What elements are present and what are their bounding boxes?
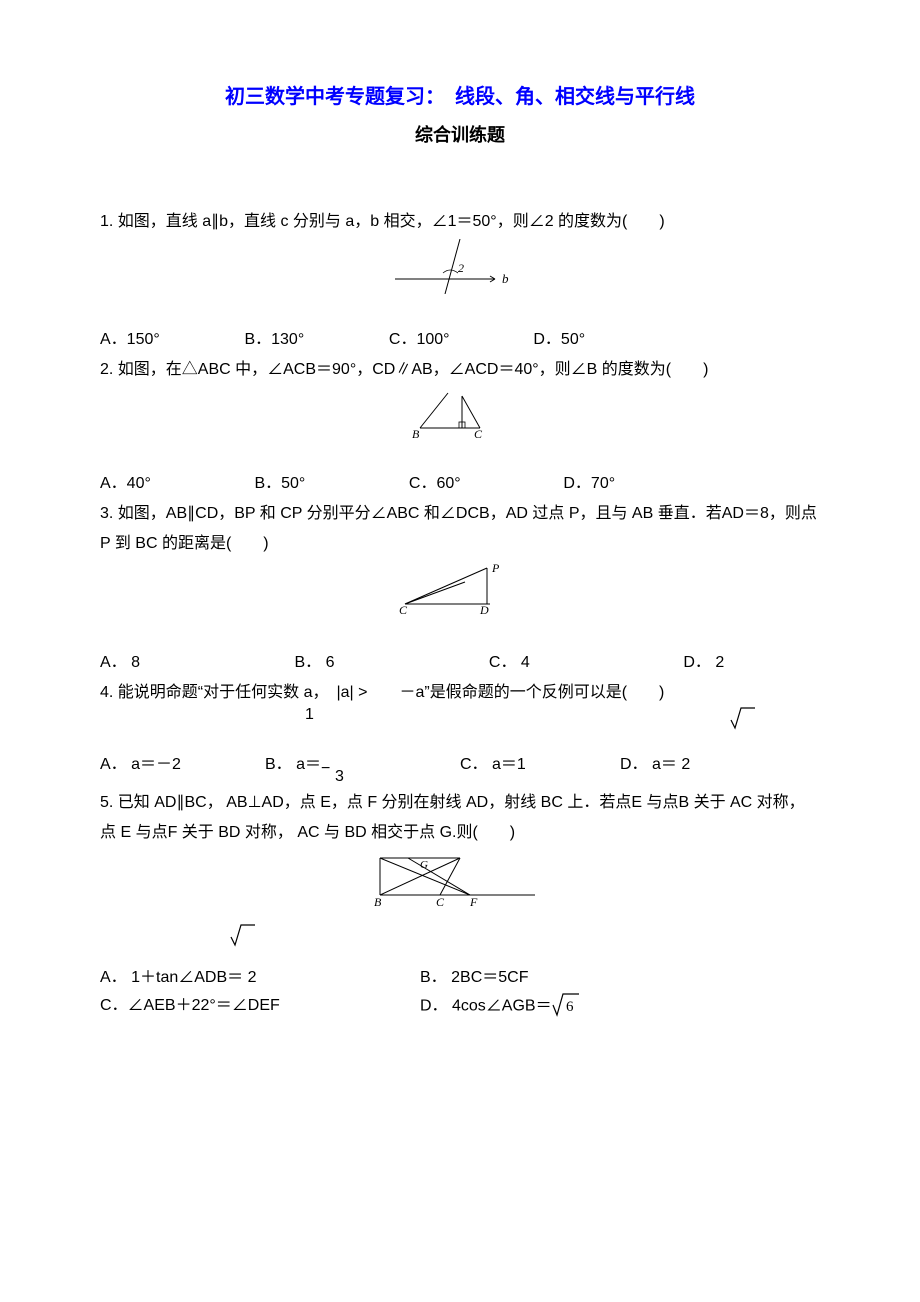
- q3-fig-label-C: C: [399, 603, 408, 617]
- title-main: 初三数学中考专题复习： 线段、角、相交线与平行线: [100, 80, 820, 109]
- title-sub: 综合训练题: [100, 121, 820, 147]
- q2-fig-label-B: B: [412, 427, 420, 438]
- sqrt-icon: [230, 923, 256, 947]
- q2-fig-label-C: C: [474, 427, 483, 438]
- q5-figure: B C F G: [100, 850, 820, 915]
- q2-optD: D．70°: [563, 469, 713, 493]
- sqrt-icon: [730, 706, 756, 730]
- q3-optB: B． 6: [294, 648, 484, 672]
- q2-figure: B C: [100, 388, 820, 443]
- sqrt-icon: 6: [552, 991, 580, 1017]
- q1-text: 1. 如图，直线 a∥b，直线 c 分别与 a，b 相交，∠1＝50°，则∠2 …: [100, 207, 820, 237]
- q5-fig-label-F: F: [469, 895, 478, 909]
- q5-optD-pre: D． 4cos∠AGB＝: [420, 998, 552, 1015]
- q1-fig-label-2: 2: [458, 261, 464, 275]
- q3-optA: A． 8: [100, 648, 290, 672]
- q5-fig-label-G: G: [420, 859, 428, 871]
- q5-optC: C．∠AEB＋22°＝∠DEF: [100, 991, 280, 1015]
- q3-optD: D． 2: [683, 648, 803, 672]
- q5-optA-sqrt-body: 2: [248, 969, 257, 986]
- q3-fig-label-D: D: [479, 603, 489, 617]
- q1-options: A．150° B．130° C．100° D．50°: [100, 325, 820, 349]
- q5-text: 5. 已知 AD∥BC， AB⊥AD，点 E，点 F 分别在射线 AD，射线 B…: [100, 788, 820, 849]
- q1-figure: 2 b: [100, 239, 820, 299]
- q4-optD-pre: D． a＝: [620, 756, 681, 773]
- q4-optB-pre: B． a＝: [265, 756, 321, 773]
- q4-float-1: 1: [305, 706, 314, 724]
- q5-optD: D． 4cos∠AGB＝ 6: [420, 991, 580, 1022]
- q1-optD: D．50°: [533, 325, 673, 349]
- q3-figure: C D P: [100, 562, 820, 622]
- q3-optC: C． 4: [489, 648, 679, 672]
- q1-optA: A．150°: [100, 325, 240, 349]
- q3-options: A． 8 B． 6 C． 4 D． 2: [100, 648, 820, 672]
- q5-optB: B． 2BC＝5CF: [420, 963, 528, 987]
- q4-float-sqrt-top: [730, 706, 756, 735]
- q1-optB: B．130°: [244, 325, 384, 349]
- q5-optD-sqrt-body: 6: [566, 999, 574, 1015]
- q4-optB: B． a＝−: [265, 750, 330, 774]
- q4-optB-den: 3: [335, 768, 344, 786]
- q2-optC: C．60°: [409, 469, 559, 493]
- q2-options: A．40° B．50° C．60° D．70°: [100, 469, 820, 493]
- q5-optA-pre: A． 1＋tan∠ADB＝: [100, 969, 248, 986]
- q2-optA: A．40°: [100, 469, 250, 493]
- q2-text: 2. 如图，在△ABC 中，∠ACB＝90°，CD∥AB，∠ACD＝40°，则∠…: [100, 355, 820, 385]
- q4-optA: A． a＝－2: [100, 750, 181, 774]
- q5-float-sqrt: [230, 923, 256, 952]
- q4-text: 4. 能说明命题“对于任何实数 a， |a| > －a”是假命题的一个反例可以是…: [100, 678, 820, 708]
- q4-optC: C． a＝1: [460, 750, 526, 774]
- q4-optD-sqrt-body: 2: [681, 756, 690, 773]
- q1-optC: C．100°: [389, 325, 529, 349]
- q3-text: 3. 如图，AB∥CD，BP 和 CP 分别平分∠ABC 和∠DCB，AD 过点…: [100, 499, 820, 560]
- q2-optB: B．50°: [254, 469, 404, 493]
- q5-optA: A． 1＋tan∠ADB＝ 2: [100, 963, 257, 987]
- q5-fig-label-B: B: [374, 895, 382, 909]
- q3-fig-label-P: P: [491, 562, 500, 575]
- q5-fig-label-C: C: [436, 895, 445, 909]
- q4-optD: D． a＝ 2: [620, 750, 690, 774]
- q1-fig-label-b: b: [502, 271, 509, 286]
